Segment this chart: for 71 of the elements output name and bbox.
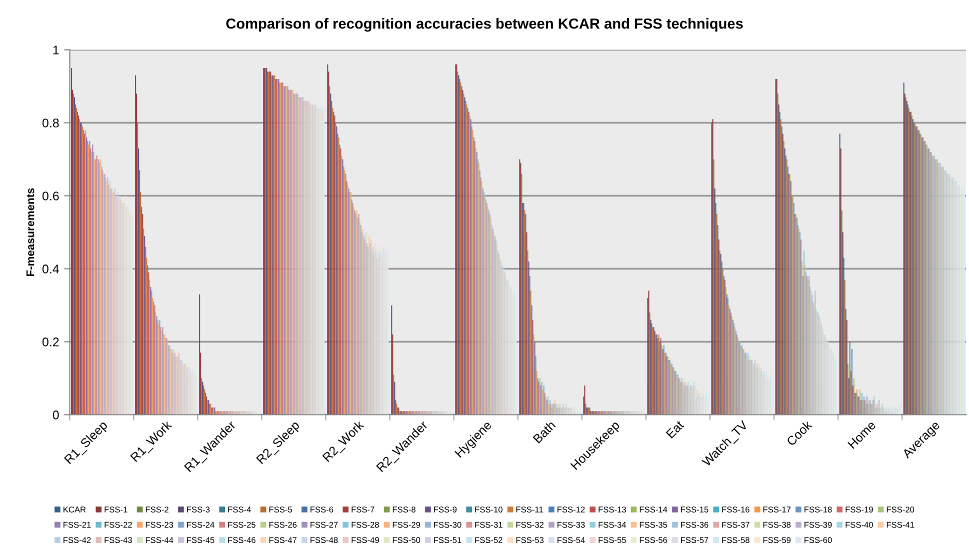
legend-label: FSS-10 bbox=[475, 506, 502, 512]
x-tick-label: Bath bbox=[532, 420, 556, 444]
legend-label: FSS-36 bbox=[681, 522, 708, 528]
legend-label: FSS-5 bbox=[269, 506, 292, 512]
legend-label: FSS-25 bbox=[228, 522, 256, 528]
legend-label: FSS-11 bbox=[516, 506, 543, 512]
legend-label: FSS-28 bbox=[352, 522, 379, 528]
legend-label: FSS-34 bbox=[598, 522, 626, 528]
legend-label: FSS-42 bbox=[64, 537, 91, 544]
legend-label: FSS-43 bbox=[104, 537, 132, 544]
legend-label: FSS-33 bbox=[558, 522, 585, 528]
legend-label: FSS-26 bbox=[269, 522, 297, 528]
legend-label: FSS-56 bbox=[640, 537, 668, 544]
legend-label: FSS-15 bbox=[681, 506, 708, 512]
legend-label: FSS-60 bbox=[804, 537, 832, 544]
legend-label: FSS-24 bbox=[187, 522, 214, 528]
legend-label: KCAR bbox=[64, 506, 86, 512]
y-tick-label: 0.2 bbox=[42, 338, 59, 346]
legend-label: FSS-59 bbox=[763, 537, 791, 544]
legend-label: FSS-20 bbox=[886, 506, 914, 512]
legend-label: FSS-54 bbox=[558, 537, 585, 544]
legend-label: FSS-32 bbox=[516, 522, 544, 528]
legend-label: FSS-16 bbox=[722, 506, 750, 512]
legend-label: FSS-9 bbox=[434, 506, 457, 512]
legend-label: FSS-3 bbox=[187, 506, 210, 512]
y-tick-label: 0 bbox=[52, 410, 59, 420]
legend-label: FSS-6 bbox=[310, 506, 334, 512]
legend-label: FSS-45 bbox=[187, 537, 214, 544]
legend-label: FSS-35 bbox=[640, 522, 668, 528]
legend-label: FSS-53 bbox=[516, 537, 544, 544]
legend-label: FSS-4 bbox=[228, 506, 251, 512]
legend-label: FSS-29 bbox=[392, 522, 420, 528]
legend-label: FSS-14 bbox=[640, 506, 668, 512]
legend-label: FSS-57 bbox=[681, 537, 708, 544]
legend-label: FSS-19 bbox=[846, 506, 873, 512]
legend-label: FSS-22 bbox=[104, 522, 132, 528]
legend-label: FSS-46 bbox=[228, 537, 256, 544]
legend-label: FSS-48 bbox=[310, 537, 338, 544]
legend-label: FSS-17 bbox=[763, 506, 791, 512]
legend-label: FSS-2 bbox=[146, 506, 168, 512]
legend-label: FSS-12 bbox=[558, 506, 585, 512]
legend-label: FSS-8 bbox=[392, 506, 416, 512]
legend-label: FSS-55 bbox=[598, 537, 626, 544]
legend-label: FSS-30 bbox=[434, 522, 462, 528]
legend-label: FSS-58 bbox=[722, 537, 750, 544]
legend-label: FSS-52 bbox=[475, 537, 502, 544]
chart-title: Comparison of recognition accuracies between KCAR and FSS techniques bbox=[226, 18, 743, 32]
legend-label: FSS-41 bbox=[886, 522, 914, 528]
legend-label: FSS-23 bbox=[146, 522, 174, 528]
legend-label: FSS-37 bbox=[722, 522, 750, 528]
y-tick-label: 0.8 bbox=[42, 118, 59, 128]
legend-label: FSS-38 bbox=[763, 522, 791, 528]
legend-label: FSS-47 bbox=[269, 537, 297, 544]
legend-label: FSS-49 bbox=[352, 537, 379, 544]
y-tick-label: 0.6 bbox=[42, 192, 59, 200]
y-tick-label: 0.4 bbox=[42, 264, 59, 274]
legend-label: FSS-18 bbox=[804, 506, 832, 512]
legend-label: FSS-13 bbox=[598, 506, 626, 512]
y-tick-label: 1 bbox=[53, 46, 59, 54]
legend-label: FSS-39 bbox=[804, 522, 832, 528]
x-tick-label: Eat bbox=[666, 420, 684, 439]
legend-label: FSS-51 bbox=[434, 537, 462, 544]
y-axis-title: F-measurements bbox=[26, 188, 34, 276]
legend-label: FSS-44 bbox=[146, 537, 174, 544]
legend-label: FSS-31 bbox=[475, 522, 502, 528]
legend-label: FSS-50 bbox=[392, 537, 420, 544]
legend-label: FSS-40 bbox=[846, 522, 873, 528]
legend-label: FSS-7 bbox=[352, 506, 374, 512]
legend-label: FSS-21 bbox=[64, 522, 91, 528]
legend-label: FSS-27 bbox=[310, 522, 338, 528]
legend-label: FSS-1 bbox=[104, 506, 128, 512]
